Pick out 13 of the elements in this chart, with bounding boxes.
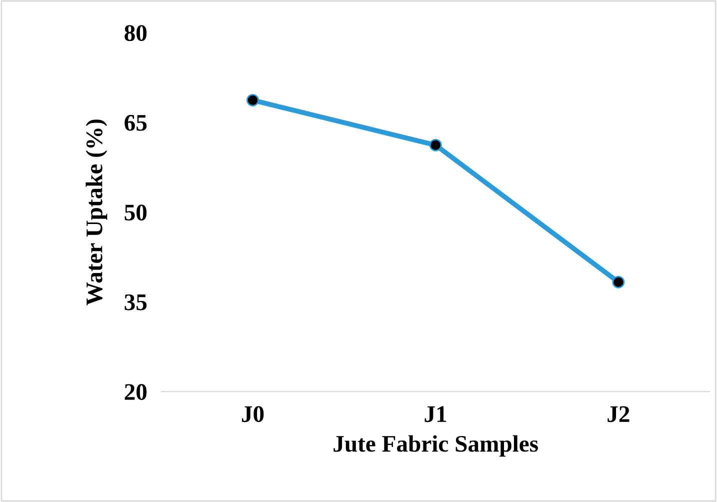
point	[612, 276, 625, 288]
x-tick-label: J0	[242, 406, 264, 422]
x-tick-label: J2	[608, 406, 630, 422]
x-axis-title: Jute Fabric Samples	[334, 435, 538, 457]
y-axis-title: Water Uptake (%)	[86, 120, 108, 306]
y-tick-label: 50	[124, 204, 147, 221]
y-tick-label: 35	[124, 294, 147, 310]
y-tick-label: 65	[124, 114, 147, 131]
point	[246, 94, 259, 106]
x-tick-label: J1	[424, 406, 446, 422]
y-tick-label: 80	[124, 25, 147, 42]
y-tick-label: 20	[124, 384, 147, 400]
point	[429, 138, 442, 152]
